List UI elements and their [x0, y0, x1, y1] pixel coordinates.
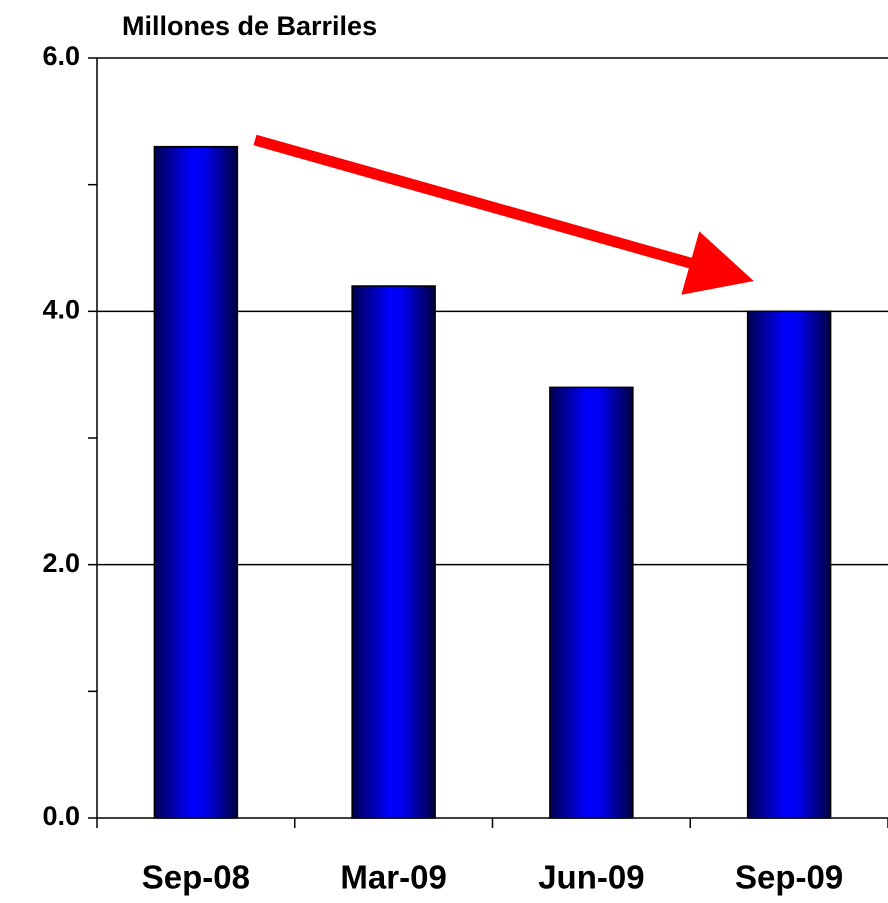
- y-tick-label: 2.0: [42, 548, 80, 578]
- y-tick-label: 4.0: [42, 294, 80, 324]
- x-tick-label: Sep-09: [735, 859, 843, 896]
- bar: [351, 285, 436, 819]
- trend-arrow: [253, 134, 754, 295]
- x-tick-label: Sep-08: [142, 859, 250, 896]
- bar: [746, 310, 832, 819]
- x-tick-label: Mar-09: [340, 859, 446, 896]
- x-tick-label: Jun-09: [538, 859, 644, 896]
- bar: [153, 145, 239, 819]
- chart-title: Millones de Barriles: [122, 11, 377, 41]
- y-tick-label: 0.0: [42, 801, 80, 831]
- y-tick-label: 6.0: [42, 41, 80, 71]
- bar: [549, 386, 634, 819]
